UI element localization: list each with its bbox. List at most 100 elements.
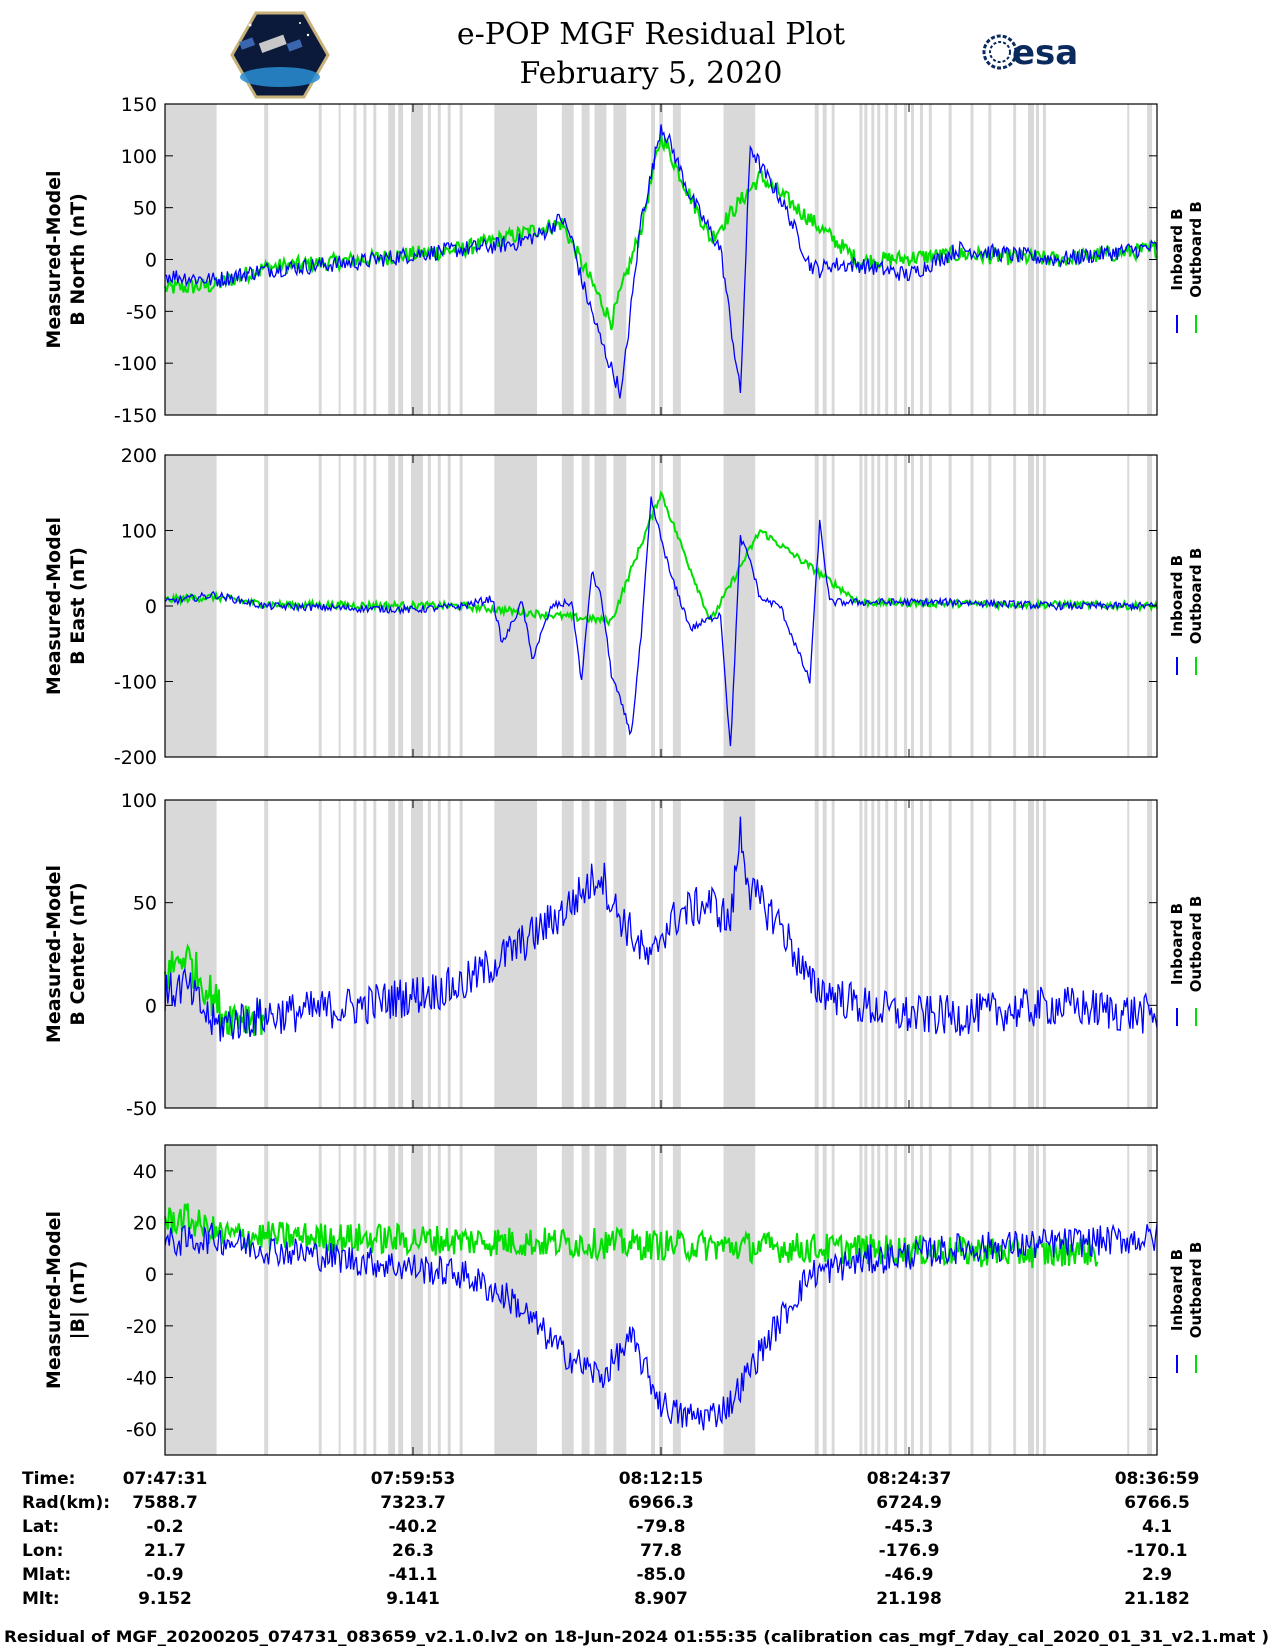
data-gap-region xyxy=(363,1145,367,1455)
data-gap-region xyxy=(672,455,681,757)
data-gap-region xyxy=(859,455,863,757)
data-gap-region xyxy=(948,1145,952,1455)
data-gap-region xyxy=(831,455,835,757)
legend-labels: Inboard BOutboard B xyxy=(1168,548,1205,645)
data-gap-region xyxy=(581,800,590,1108)
data-gap-region xyxy=(165,1145,217,1455)
table-cell: 08:24:37 xyxy=(867,1469,952,1489)
data-gap-region xyxy=(859,104,863,415)
table-cell: -0.2 xyxy=(146,1517,183,1537)
legend-outboard-label: Outboard B xyxy=(1187,201,1205,298)
y-axis-label-line2: |B| (nT) xyxy=(67,1261,89,1340)
data-gap-region xyxy=(831,1145,835,1455)
data-gap-region xyxy=(1147,800,1153,1108)
row-label-time: Time: xyxy=(22,1469,75,1489)
y-tick-label: 50 xyxy=(133,198,157,220)
panel-3: 100 50 0 -50 Measured-Model B Center (nT) Inbo… xyxy=(43,790,1205,1120)
data-gap-region xyxy=(613,104,627,415)
table-cell: -46.9 xyxy=(885,1565,934,1585)
data-gap-region xyxy=(988,1145,992,1455)
title-line2: February 5, 2020 xyxy=(519,56,782,91)
data-gap-region xyxy=(437,1145,441,1455)
data-gap-region xyxy=(437,800,441,1108)
y-tick-label: 0 xyxy=(145,250,157,272)
table-cell: -85.0 xyxy=(637,1565,686,1585)
table-cell: 6724.9 xyxy=(876,1493,942,1513)
data-gap-region xyxy=(1147,1145,1153,1455)
table-cell: 7323.7 xyxy=(380,1493,446,1513)
data-gap-region xyxy=(318,800,322,1108)
data-gap-region xyxy=(894,1145,898,1455)
y-tick-label: 100 xyxy=(121,521,157,543)
data-gap-region xyxy=(814,800,819,1108)
y-axis-label: Measured-Model B East (nT) xyxy=(43,517,89,695)
y-tick-label: 0 xyxy=(145,995,157,1017)
table-cell: 8.907 xyxy=(634,1589,688,1609)
data-gap-region xyxy=(338,1145,341,1455)
data-gap-region xyxy=(363,800,367,1108)
data-gap-region xyxy=(910,1145,914,1455)
data-gap-region xyxy=(398,104,404,415)
y-tick-label: 200 xyxy=(121,445,157,467)
esa-logo: esa xyxy=(982,33,1078,73)
outboard-series-line xyxy=(164,943,266,1037)
y-axis-label-line2: B Center (nT) xyxy=(67,882,89,1025)
data-gap-region xyxy=(948,455,952,757)
y-tick-label: 150 xyxy=(121,94,157,116)
legend-inboard-label: Inboard B xyxy=(1168,903,1186,985)
table-cell: 21.198 xyxy=(876,1589,942,1609)
data-gap-region xyxy=(885,800,889,1108)
data-gap-region xyxy=(904,455,908,757)
data-gap-region xyxy=(613,1145,627,1455)
table-cell: -176.9 xyxy=(879,1541,940,1561)
data-gap-region xyxy=(1035,800,1039,1108)
title-line1: e-POP MGF Residual Plot xyxy=(457,17,845,52)
legend-inboard-label: Inboard B xyxy=(1168,208,1186,290)
y-axis-label-line2: B East (nT) xyxy=(67,547,89,665)
y-tick-label: 40 xyxy=(133,1161,157,1183)
data-gap-region xyxy=(1042,1145,1046,1455)
y-axis-label-line1: Measured-Model xyxy=(43,517,65,695)
table-cell: -0.9 xyxy=(146,1565,183,1585)
data-gap-region xyxy=(651,1145,656,1455)
data-gap-region xyxy=(594,800,607,1108)
y-tick-label: -60 xyxy=(126,1419,157,1441)
data-gap-region xyxy=(427,800,431,1108)
data-gap-region xyxy=(353,1145,357,1455)
data-gap-region xyxy=(859,1145,863,1455)
row-label-mlat: Mlat: xyxy=(22,1565,71,1585)
data-gap-region xyxy=(1035,1145,1039,1455)
data-gap-region xyxy=(814,1145,819,1455)
data-gap-region xyxy=(318,1145,322,1455)
data-gap-region xyxy=(447,104,451,415)
data-gap-region xyxy=(659,455,663,757)
data-gap-region xyxy=(877,455,881,757)
data-gap-region xyxy=(651,800,656,1108)
y-tick-label: -40 xyxy=(126,1368,157,1390)
y-axis-label-line1: Measured-Model xyxy=(43,1211,65,1389)
data-gap-region xyxy=(165,104,217,415)
data-gap-region xyxy=(910,455,914,757)
inboard-series-line xyxy=(164,1222,1158,1431)
data-gap-region xyxy=(581,455,590,757)
data-gap-region xyxy=(904,1145,908,1455)
data-gap-region xyxy=(723,455,756,757)
data-gap-region xyxy=(447,1145,451,1455)
data-gap-region xyxy=(427,1145,431,1455)
data-gap-region xyxy=(859,800,863,1108)
table-cell: 21.7 xyxy=(144,1541,186,1561)
data-gap-region xyxy=(613,455,627,757)
table-cell: 9.152 xyxy=(138,1589,192,1609)
data-gap-region xyxy=(459,1145,463,1455)
data-gap-region xyxy=(822,800,827,1108)
data-gap-region xyxy=(594,1145,607,1455)
table-cell: 7588.7 xyxy=(132,1493,198,1513)
data-gap-region xyxy=(411,104,423,415)
table-cell: -170.1 xyxy=(1127,1541,1188,1561)
data-gap-region xyxy=(814,455,819,757)
y-axis-label-line2: B North (nT) xyxy=(67,193,89,326)
data-gap-region xyxy=(970,1145,974,1455)
data-gap-region xyxy=(561,800,574,1108)
data-gap-region xyxy=(561,455,574,757)
